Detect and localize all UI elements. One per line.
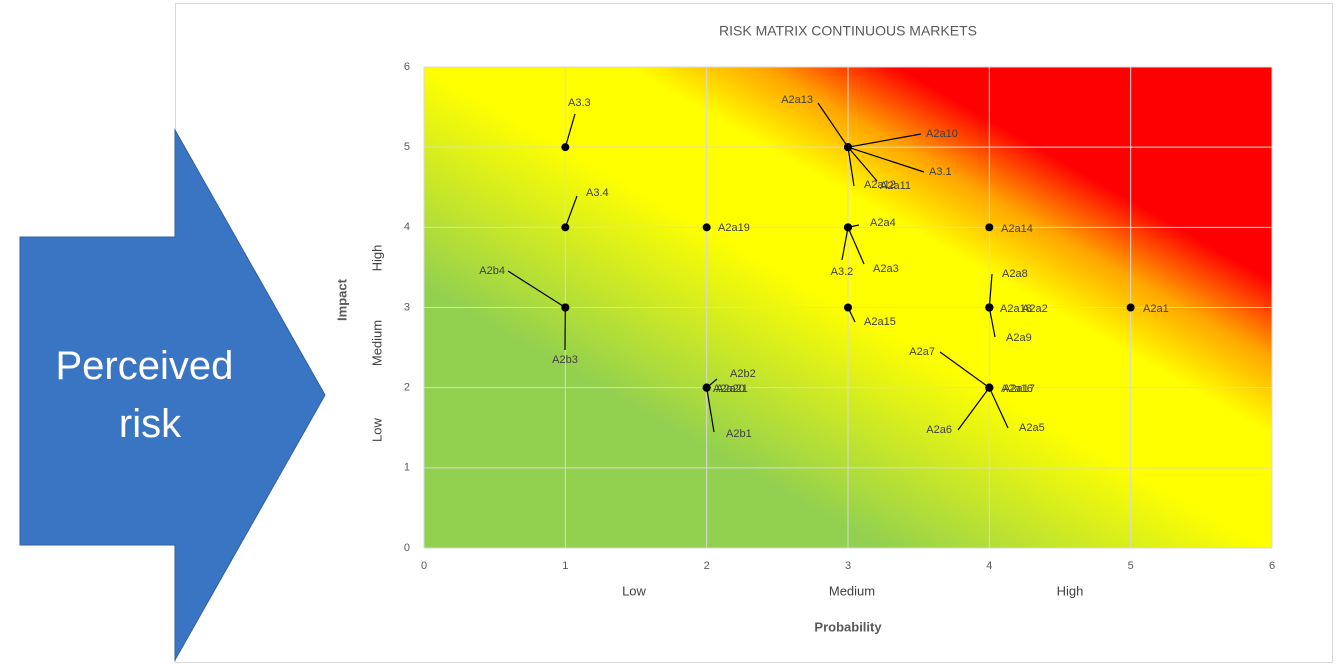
data-label: A3.2 [831, 266, 854, 278]
chart-title: RISK MATRIX CONTINUOUS MARKETS [719, 23, 977, 39]
y-category-label: High [369, 245, 384, 272]
y-tick-label: 5 [404, 141, 410, 153]
data-label: A2b4 [479, 265, 505, 277]
x-tick-label: 2 [704, 560, 710, 572]
x-tick-label: 6 [1269, 560, 1275, 572]
data-label: A3.3 [568, 97, 591, 109]
data-point [561, 223, 569, 231]
x-axis-title: Probability [814, 619, 882, 634]
data-label: A2a2 [1022, 303, 1048, 315]
data-label: A2a7 [909, 346, 935, 358]
data-label: A2a6 [926, 424, 952, 436]
arrow-text-line: Perceived [56, 344, 234, 388]
x-tick-label: 4 [986, 560, 992, 572]
data-label: A2a19 [718, 222, 750, 234]
y-tick-label: 4 [404, 221, 410, 233]
y-category-label: Low [369, 417, 384, 441]
y-tick-label: 1 [404, 462, 410, 474]
data-label: A2a8 [1002, 268, 1028, 280]
data-point [1127, 304, 1135, 312]
data-label: A2b3 [552, 354, 578, 366]
data-label: A2a4 [870, 217, 896, 229]
data-point [985, 223, 993, 231]
x-category-label: Low [622, 583, 646, 598]
y-tick-label: 0 [404, 542, 410, 554]
y-tick-label: 2 [404, 382, 410, 394]
data-label: A2a9 [1006, 332, 1032, 344]
x-tick-label: 0 [421, 560, 427, 572]
data-label: A2a14 [1001, 223, 1033, 235]
data-label: A2b2 [730, 368, 756, 380]
x-category-label: Medium [829, 583, 875, 598]
x-tick-label: 1 [562, 560, 568, 572]
data-label: A2a17 [1003, 383, 1035, 395]
data-point [703, 384, 711, 392]
data-label: A3.4 [586, 187, 609, 199]
data-label: A2a13 [781, 94, 813, 106]
data-label: A2a5 [1019, 422, 1045, 434]
data-point [844, 304, 852, 312]
data-point [561, 304, 569, 312]
data-label: A2a21 [716, 383, 748, 395]
data-label: A2a11 [880, 180, 911, 192]
data-label: A2a10 [926, 128, 958, 140]
arrow-text-line: risk [119, 402, 182, 446]
data-point [561, 143, 569, 151]
data-point [985, 304, 993, 312]
x-tick-label: 5 [1128, 560, 1134, 572]
data-label: A3.1 [929, 166, 952, 178]
data-label: A2b1 [726, 428, 752, 440]
y-tick-label: 6 [404, 61, 410, 73]
y-category-label: Medium [369, 320, 384, 366]
x-tick-label: 3 [845, 560, 851, 572]
x-category-label: High [1057, 583, 1084, 598]
data-point [985, 384, 993, 392]
data-point [703, 223, 711, 231]
data-point [844, 223, 852, 231]
data-point [844, 143, 852, 151]
data-label: A2a15 [864, 316, 896, 328]
data-label: A2a1 [1143, 303, 1169, 315]
y-axis-title: Impact [334, 278, 349, 321]
data-label: A2a3 [873, 263, 899, 275]
y-tick-label: 3 [404, 301, 410, 313]
